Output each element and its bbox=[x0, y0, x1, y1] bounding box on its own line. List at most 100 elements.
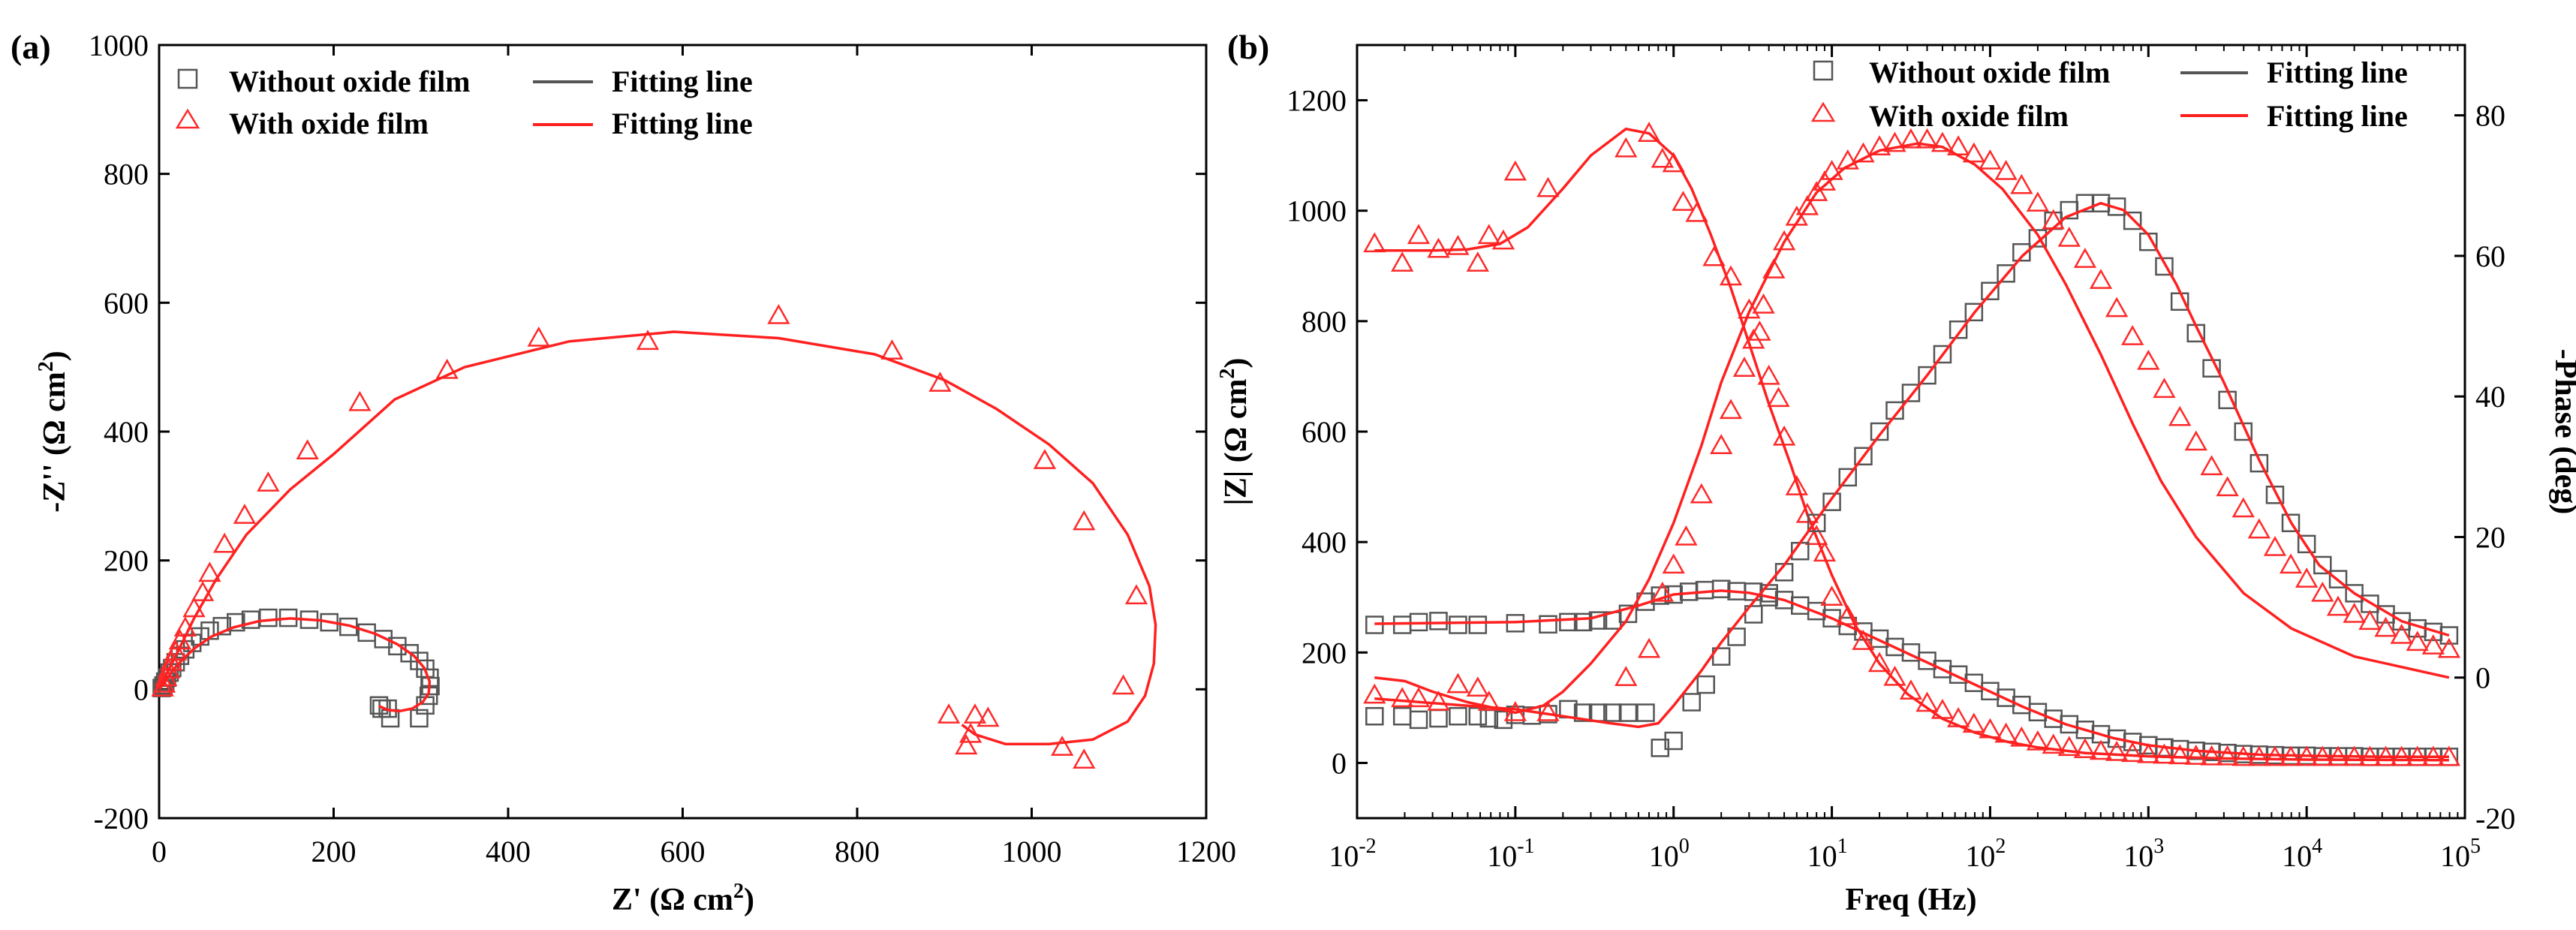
data-point-square bbox=[1711, 647, 1731, 666]
legend-fit-without-label: Fitting line bbox=[2267, 56, 2408, 89]
y-tick-label: 0 bbox=[134, 673, 149, 706]
y2-tick-label: -20 bbox=[2475, 802, 2515, 835]
data-point-triangle bbox=[1962, 142, 1985, 163]
data-point-square bbox=[421, 676, 440, 696]
fit-line bbox=[1374, 127, 2449, 762]
data-point-square bbox=[1409, 710, 1428, 730]
data-point-triangle bbox=[1073, 510, 1096, 531]
data-point-triangle bbox=[160, 650, 183, 671]
data-point-square bbox=[1807, 601, 1826, 621]
data-point-triangle bbox=[164, 640, 188, 661]
data-point-square bbox=[2249, 453, 2269, 473]
data-point-triangle bbox=[1391, 687, 1414, 708]
data-point-triangle bbox=[1738, 298, 1761, 319]
data-point-triangle bbox=[2105, 740, 2129, 761]
data-point-triangle bbox=[1466, 676, 1489, 697]
panel-b-frame bbox=[1356, 44, 2466, 820]
data-point-triangle bbox=[1690, 483, 1713, 504]
data-point-triangle bbox=[1446, 234, 1470, 255]
y-tick-label: 600 bbox=[1302, 415, 1347, 449]
panel-a-series bbox=[151, 303, 1157, 769]
data-point-square bbox=[2028, 229, 2048, 248]
data-point-square bbox=[2281, 513, 2301, 532]
y2-tick-label: 60 bbox=[2475, 239, 2505, 273]
data-point-triangle bbox=[1899, 128, 1923, 149]
data-point-triangle bbox=[1446, 673, 1470, 694]
y-tick-label: 800 bbox=[104, 158, 149, 191]
data-point-square bbox=[1429, 709, 1448, 728]
data-point-triangle bbox=[1536, 701, 1560, 721]
data-point-triangle bbox=[1477, 690, 1500, 711]
legend-without-label: Without oxide film bbox=[1869, 56, 2111, 89]
data-point-triangle bbox=[2247, 518, 2271, 539]
y-tick-label: 400 bbox=[1302, 525, 1347, 559]
panel-b-y-title: |Z| (Ω cm2) bbox=[1216, 358, 1253, 506]
panel-b-legend: Without oxide film Fitting line With oxi… bbox=[1810, 56, 2408, 133]
legend-fit-with-label: Fitting line bbox=[2267, 99, 2408, 133]
data-point-triangle bbox=[1363, 232, 1386, 253]
data-point-square bbox=[1854, 447, 1873, 466]
data-point-square bbox=[1822, 492, 1841, 511]
data-point-triangle bbox=[1719, 399, 1743, 420]
data-point-triangle bbox=[1124, 584, 1148, 605]
data-point-triangle bbox=[1979, 149, 2002, 170]
legend-fit-without-label: Fitting line bbox=[612, 65, 753, 98]
panel-a-legend: Without oxide film Fitting line With oxi… bbox=[175, 65, 753, 140]
data-point-square bbox=[1618, 604, 1638, 624]
data-point-triangle bbox=[1651, 581, 1674, 602]
data-point-triangle bbox=[1427, 690, 1450, 711]
panel-a-x-ticks: 0 200 400 600 800 1000 1200 bbox=[152, 45, 1236, 868]
legend-square-marker bbox=[1813, 60, 1834, 81]
data-point-square bbox=[1429, 612, 1448, 631]
data-point-triangle bbox=[2010, 173, 2033, 194]
x-tick-label: 1000 bbox=[1002, 835, 1062, 868]
data-point-triangle bbox=[2057, 226, 2081, 247]
data-point-square bbox=[1468, 706, 1488, 726]
data-point-square bbox=[1573, 612, 1593, 632]
data-point-triangle bbox=[977, 706, 1000, 727]
data-point-triangle bbox=[1820, 585, 1843, 606]
data-point-triangle bbox=[296, 439, 319, 459]
data-point-triangle bbox=[2089, 739, 2113, 760]
data-point-square bbox=[1449, 706, 1467, 726]
panel-a-y-title: -Z'' (Ω cm2) bbox=[35, 351, 72, 513]
data-point-triangle bbox=[1662, 553, 1685, 574]
y-tick-label: 1000 bbox=[1286, 194, 1347, 228]
x-tick-label: 1200 bbox=[1176, 835, 1236, 868]
panel-a-frame bbox=[158, 44, 1208, 820]
y2-tick-label: 20 bbox=[2475, 520, 2505, 554]
data-point-triangle bbox=[1742, 328, 1765, 349]
x-tick-label: 10-2 bbox=[1329, 835, 1376, 873]
x-tick-label: 200 bbox=[311, 835, 357, 868]
data-point-square bbox=[1981, 281, 2000, 300]
data-point-triangle bbox=[2153, 743, 2176, 764]
panel-b-x-title: Freq (Hz) bbox=[1845, 883, 1976, 917]
panel-a-x-title: Z' (Ω cm2) bbox=[612, 880, 754, 917]
data-point-square bbox=[1744, 605, 1763, 624]
panel-a-y-ticks: -200 0 200 400 600 800 1000 bbox=[89, 29, 1206, 835]
x-tick-label: 104 bbox=[2282, 835, 2322, 873]
x-tick-label: 400 bbox=[486, 835, 531, 868]
data-point-triangle bbox=[2073, 738, 2097, 759]
data-point-triangle bbox=[233, 504, 257, 524]
data-point-triangle bbox=[2184, 745, 2207, 765]
data-point-square bbox=[1651, 739, 1670, 757]
data-point-triangle bbox=[2231, 497, 2255, 518]
data-point-triangle bbox=[1073, 748, 1096, 769]
data-point-triangle bbox=[1615, 137, 1638, 158]
data-point-triangle bbox=[2358, 609, 2382, 631]
data-point-triangle bbox=[1930, 131, 1955, 152]
x-tick-label: 105 bbox=[2440, 835, 2481, 873]
panel-b-series bbox=[1363, 122, 2461, 766]
data-point-triangle bbox=[937, 703, 961, 724]
data-point-triangle bbox=[1804, 525, 1828, 546]
data-point-square bbox=[1918, 366, 1937, 385]
data-point-square bbox=[2313, 555, 2332, 575]
data-point-triangle bbox=[2168, 405, 2192, 426]
x-tick-label: 103 bbox=[2123, 835, 2164, 873]
x-tick-label: 102 bbox=[1965, 835, 2006, 873]
fit-line bbox=[1374, 142, 2450, 715]
fit-line bbox=[158, 330, 1157, 746]
data-point-square bbox=[1870, 422, 1889, 441]
data-point-triangle bbox=[1651, 147, 1674, 168]
